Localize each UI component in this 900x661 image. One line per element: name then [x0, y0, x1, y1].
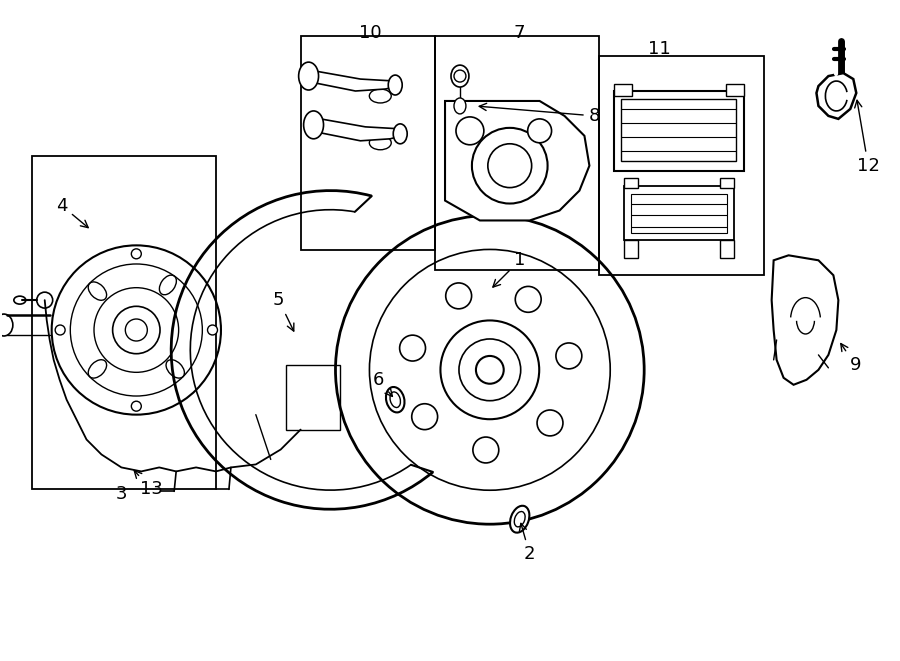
Polygon shape [445, 101, 590, 221]
Text: 5: 5 [273, 291, 294, 331]
Ellipse shape [454, 98, 466, 114]
Text: 2: 2 [519, 524, 536, 563]
Text: 11: 11 [648, 40, 670, 58]
Circle shape [454, 70, 466, 82]
Circle shape [537, 410, 563, 436]
Text: 4: 4 [56, 196, 88, 227]
Bar [625, 241, 638, 258]
Bar [32, 156, 216, 489]
Bar [615, 91, 743, 171]
Bar [625, 186, 733, 241]
Bar [725, 84, 743, 96]
Text: 13: 13 [134, 471, 163, 498]
Circle shape [131, 249, 141, 259]
Ellipse shape [299, 62, 319, 90]
Bar [435, 36, 599, 270]
Circle shape [456, 117, 484, 145]
Polygon shape [306, 71, 400, 91]
Circle shape [208, 325, 218, 335]
Ellipse shape [303, 111, 323, 139]
Bar [720, 178, 733, 188]
Circle shape [516, 286, 541, 312]
Circle shape [527, 119, 552, 143]
Circle shape [472, 128, 547, 204]
Text: 9: 9 [841, 344, 861, 374]
Circle shape [411, 404, 437, 430]
Circle shape [55, 325, 65, 335]
Text: 3: 3 [115, 485, 127, 503]
Polygon shape [310, 119, 405, 141]
Ellipse shape [451, 65, 469, 87]
Bar [625, 178, 638, 188]
Bar [720, 241, 733, 258]
Ellipse shape [393, 124, 407, 144]
Text: 1: 1 [493, 251, 526, 287]
Polygon shape [816, 73, 856, 119]
Text: 12: 12 [855, 100, 879, 175]
Text: 7: 7 [514, 24, 526, 42]
Circle shape [400, 335, 426, 361]
Text: 8: 8 [479, 103, 600, 125]
Circle shape [476, 356, 504, 384]
Ellipse shape [388, 75, 402, 95]
Bar [301, 36, 435, 251]
Circle shape [556, 343, 581, 369]
Bar [615, 84, 632, 96]
Ellipse shape [510, 506, 529, 533]
Ellipse shape [386, 387, 404, 412]
Bar [631, 194, 727, 233]
Circle shape [472, 437, 499, 463]
Bar [599, 56, 764, 275]
Circle shape [446, 283, 472, 309]
Text: 6: 6 [373, 371, 392, 397]
Text: 10: 10 [359, 24, 382, 42]
Circle shape [131, 401, 141, 411]
Polygon shape [771, 255, 839, 385]
Bar [285, 365, 340, 430]
Bar [621, 99, 736, 161]
